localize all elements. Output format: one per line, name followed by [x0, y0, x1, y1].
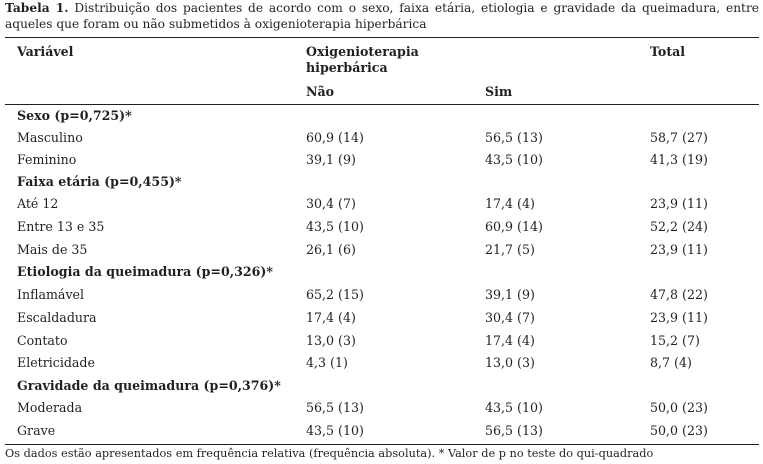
row-label: Moderada — [17, 400, 83, 415]
row-label: Feminino — [17, 152, 77, 167]
row-label: Escaldadura — [17, 310, 97, 325]
cell-total: 8,7 (4) — [650, 355, 692, 370]
cell-nao: 39,1 (9) — [306, 152, 356, 167]
cell-sim: 30,4 (7) — [485, 310, 535, 325]
header-bottom-rule — [5, 104, 759, 105]
row-label: Masculino — [17, 130, 83, 145]
table-caption: Tabela 1. Distribuição dos pacientes de … — [5, 0, 759, 32]
cell-sim: 43,5 (10) — [485, 400, 543, 415]
row-label: Contato — [17, 333, 68, 348]
cell-sim: 17,4 (4) — [485, 333, 535, 348]
cell-total: 52,2 (24) — [650, 219, 708, 234]
table-footnote: Os dados estão apresentados em frequênci… — [5, 447, 654, 460]
table-bottom-rule — [5, 444, 759, 445]
cell-nao: 43,5 (10) — [306, 423, 364, 438]
cell-nao: 60,9 (14) — [306, 130, 364, 145]
header-yes: Sim — [485, 84, 513, 99]
group-title: Sexo (p=0,725)* — [17, 108, 132, 123]
table-caption-label: Tabela 1. — [5, 1, 69, 15]
cell-nao: 4,3 (1) — [306, 355, 348, 370]
cell-total: 23,9 (11) — [650, 196, 708, 211]
cell-nao: 43,5 (10) — [306, 219, 364, 234]
row-label: Eletricidade — [17, 355, 95, 370]
group-title: Etiologia da queimadura (p=0,326)* — [17, 264, 273, 279]
cell-sim: 56,5 (13) — [485, 130, 543, 145]
cell-sim: 21,7 (5) — [485, 242, 535, 257]
header-treatment-line1: Oxigenioterapia — [306, 44, 419, 59]
header-no: Não — [306, 84, 335, 99]
row-label: Mais de 35 — [17, 242, 88, 257]
cell-sim: 13,0 (3) — [485, 355, 535, 370]
cell-sim: 56,5 (13) — [485, 423, 543, 438]
cell-nao: 26,1 (6) — [306, 242, 356, 257]
cell-nao: 65,2 (15) — [306, 287, 364, 302]
group-title: Faixa etária (p=0,455)* — [17, 174, 182, 189]
cell-total: 15,2 (7) — [650, 333, 700, 348]
cell-total: 47,8 (22) — [650, 287, 708, 302]
cell-nao: 13,0 (3) — [306, 333, 356, 348]
cell-total: 23,9 (11) — [650, 242, 708, 257]
group-title: Gravidade da queimadura (p=0,376)* — [17, 378, 281, 393]
table-caption-text: Distribuição dos pacientes de acordo com… — [5, 1, 759, 31]
row-label: Até 12 — [17, 196, 59, 211]
cell-nao: 56,5 (13) — [306, 400, 364, 415]
cell-sim: 39,1 (9) — [485, 287, 535, 302]
row-label: Inflamável — [17, 287, 85, 302]
header-variable: Variável — [17, 44, 74, 59]
header-total: Total — [650, 44, 686, 59]
table-top-rule — [5, 37, 759, 38]
cell-nao: 17,4 (4) — [306, 310, 356, 325]
header-treatment-line2: hiperbárica — [306, 60, 388, 75]
cell-total: 50,0 (23) — [650, 400, 708, 415]
row-label: Grave — [17, 423, 56, 438]
cell-nao: 30,4 (7) — [306, 196, 356, 211]
cell-sim: 17,4 (4) — [485, 196, 535, 211]
cell-sim: 60,9 (14) — [485, 219, 543, 234]
cell-total: 58,7 (27) — [650, 130, 708, 145]
cell-sim: 43,5 (10) — [485, 152, 543, 167]
cell-total: 41,3 (19) — [650, 152, 708, 167]
cell-total: 50,0 (23) — [650, 423, 708, 438]
cell-total: 23,9 (11) — [650, 310, 708, 325]
row-label: Entre 13 e 35 — [17, 219, 105, 234]
